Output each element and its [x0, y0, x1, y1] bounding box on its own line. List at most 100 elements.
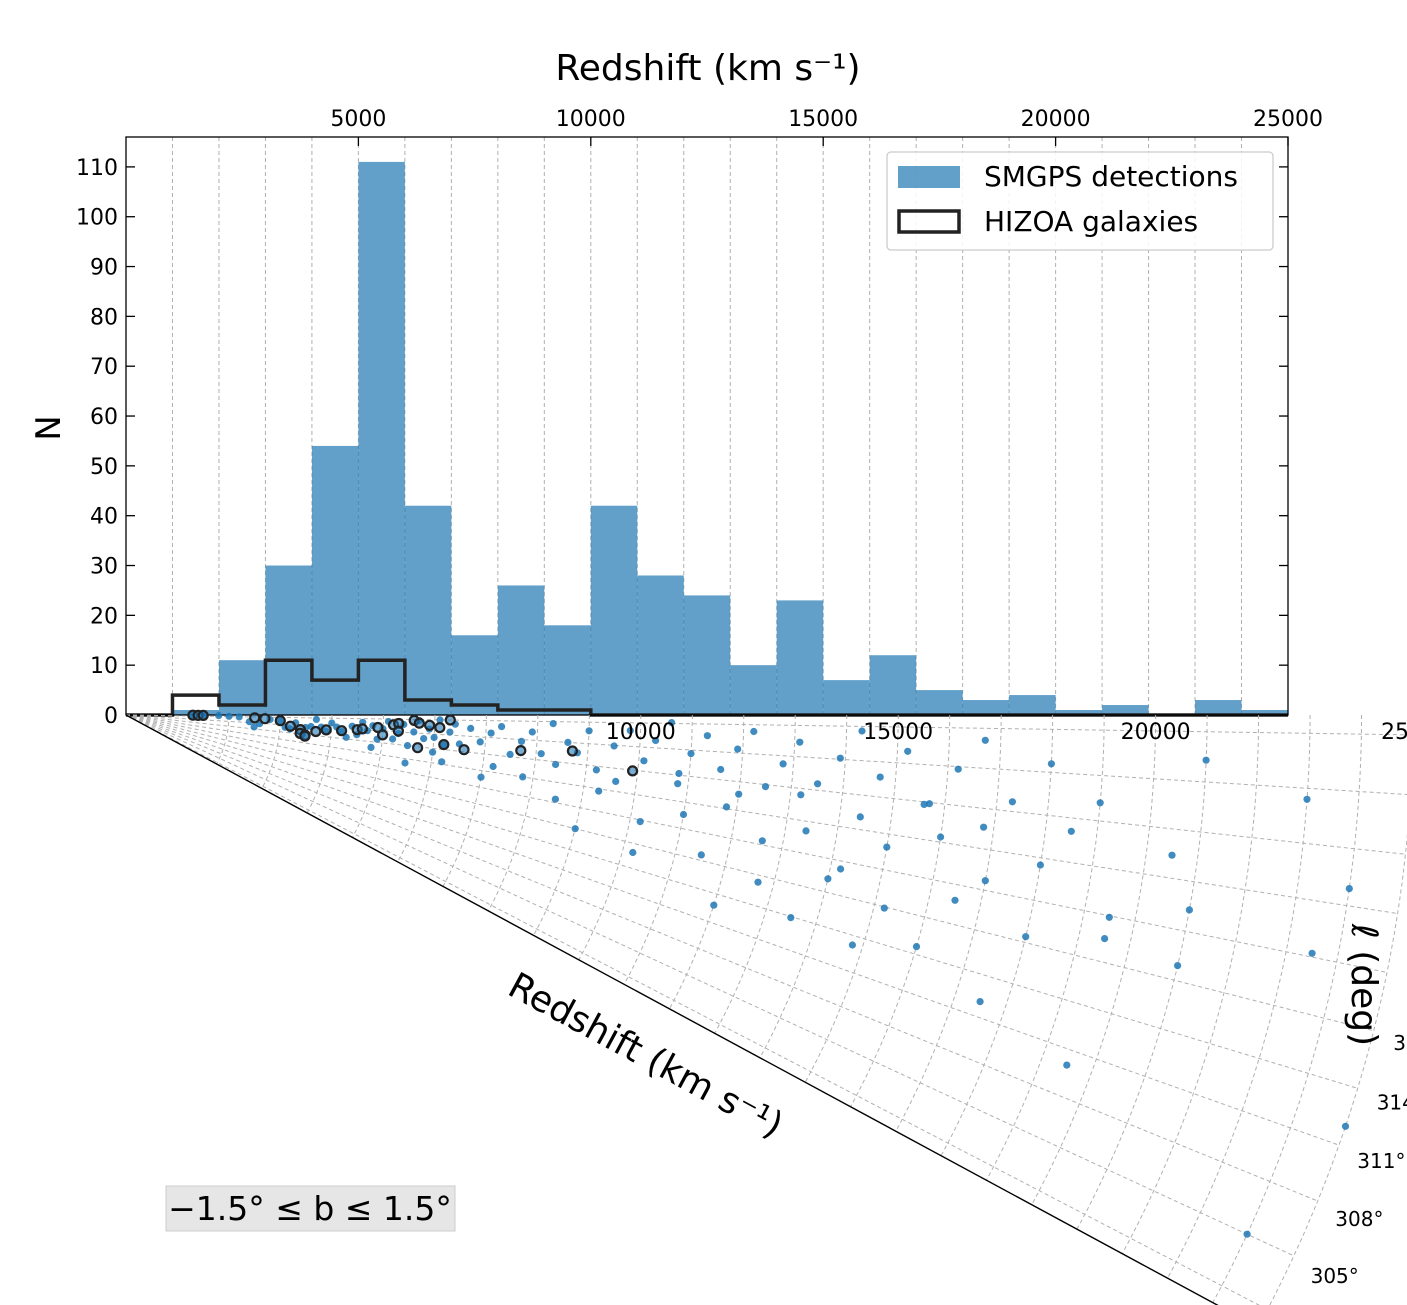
smgps-point	[779, 760, 787, 768]
wedge-spoke	[125, 714, 1374, 1032]
hizoa-point	[438, 738, 450, 751]
legend-swatch-smgps	[898, 166, 960, 188]
top-x-axis-title: Redshift (km s⁻¹)	[555, 48, 860, 89]
smgps-bar	[730, 665, 777, 715]
smgps-point	[403, 742, 412, 750]
smgps-bar	[497, 585, 545, 715]
smgps-point	[837, 865, 845, 873]
smgps-point	[814, 780, 822, 788]
wedge-ring	[668, 714, 745, 1010]
smgps-point	[636, 818, 644, 826]
wedge-ring	[1269, 833, 1407, 1305]
smgps-bar	[776, 600, 824, 715]
wedge-ring	[895, 714, 1002, 1132]
hizoa-point	[566, 745, 579, 757]
smgps-point	[1345, 885, 1353, 893]
smgps-point	[1008, 798, 1017, 806]
wedge-radial-tick-label: 25000	[1381, 720, 1407, 745]
y-tick-label: 80	[90, 305, 118, 330]
legend-swatch-hizoa	[897, 209, 961, 234]
hizoa-point	[424, 719, 436, 731]
smgps-point	[1174, 962, 1182, 970]
smgps-bar	[358, 161, 405, 715]
wedge-ring	[1031, 715, 1157, 1205]
top-x-axis: 5000 10000 15000 20000 25000	[330, 107, 1323, 146]
wedge-ring	[804, 715, 899, 1083]
hizoa-point	[259, 713, 271, 725]
smgps-point	[687, 750, 695, 758]
legend-label-smgps: SMGPS detections	[984, 160, 1238, 193]
smgps-point	[612, 777, 620, 786]
smgps-point	[1185, 906, 1193, 914]
wedge-radial-tick-labels: 10000 15000 20000 25000	[606, 720, 1407, 745]
wedge-angular-tick-label: 311°	[1357, 1149, 1405, 1173]
smgps-bar	[823, 680, 870, 715]
latitude-annotation-box	[165, 1185, 456, 1232]
smgps-point	[436, 716, 444, 724]
smgps-point	[951, 896, 959, 904]
smgps-point	[1022, 933, 1030, 941]
x-tick-label: 5000	[330, 107, 386, 132]
smgps-point	[1303, 795, 1311, 803]
smgps-point	[225, 712, 233, 720]
smgps-bar	[265, 565, 312, 715]
smgps-bar	[683, 595, 731, 715]
wedge-spoke	[125, 714, 1407, 736]
wedge-edges	[125, 714, 1219, 1305]
smgps-point	[883, 843, 891, 851]
smgps-point	[1243, 1230, 1251, 1238]
smgps-point	[981, 877, 989, 885]
y-tick-label: 30	[90, 555, 118, 580]
wedge-angular-tick-label: 308°	[1335, 1207, 1383, 1231]
smgps-point	[1101, 935, 1109, 943]
smgps-bar	[916, 690, 963, 715]
wedge-ring	[714, 715, 796, 1034]
smgps-point	[856, 813, 864, 821]
smgps-point	[703, 732, 712, 740]
smgps-point	[1036, 861, 1044, 869]
hizoa-point	[356, 723, 368, 735]
wedge-spoke	[125, 714, 1406, 855]
smgps-bar	[544, 625, 591, 715]
hizoa-point	[626, 765, 639, 777]
hizoa-point	[434, 721, 446, 734]
y-tick-label: 60	[90, 405, 118, 430]
wedge-angular-tick-labels: 302°305°308°311°314°317°320°323°326°329°…	[1311, 1031, 1407, 1288]
wedge-ring	[1121, 714, 1260, 1254]
wedge-ring	[216, 715, 230, 765]
hizoa-point	[320, 724, 332, 736]
smgps-point	[328, 719, 336, 727]
smgps-bar	[451, 635, 498, 715]
hizoa-point	[284, 720, 296, 732]
smgps-point	[429, 748, 437, 756]
smgps-point	[679, 810, 688, 819]
wedge-angular-axis-title: ℓ (deg)	[1343, 923, 1384, 1046]
smgps-point	[640, 757, 648, 765]
smgps-point	[528, 728, 536, 736]
smgps-bar	[404, 505, 452, 715]
smgps-point	[904, 747, 912, 755]
latitude-annotation: −1.5° ≤ b ≤ 1.5°	[168, 1189, 452, 1228]
smgps-point	[848, 941, 857, 949]
wedge-angular-tick-label: 317°	[1393, 1031, 1407, 1055]
smgps-point	[758, 837, 766, 845]
y-tick-label: 50	[90, 455, 118, 480]
smgps-point	[797, 791, 805, 799]
wedge-spoke	[125, 714, 1398, 915]
histogram-gridlines	[171, 137, 1243, 715]
smgps-histogram-bars	[172, 161, 1288, 715]
smgps-point	[652, 736, 660, 745]
x-tick-label: 25000	[1253, 107, 1323, 132]
wedge-radial-tick-label: 15000	[863, 720, 933, 745]
smgps-point	[438, 758, 446, 766]
wedge-spoke	[125, 714, 1358, 1089]
smgps-point	[446, 728, 454, 736]
smgps-point	[836, 754, 844, 762]
smgps-point	[571, 825, 579, 833]
smgps-point	[980, 823, 988, 831]
smgps-point	[592, 766, 601, 774]
smgps-bar	[637, 575, 684, 715]
smgps-point	[629, 848, 637, 857]
wedge-spoke	[125, 714, 1388, 973]
smgps-point	[697, 851, 705, 859]
